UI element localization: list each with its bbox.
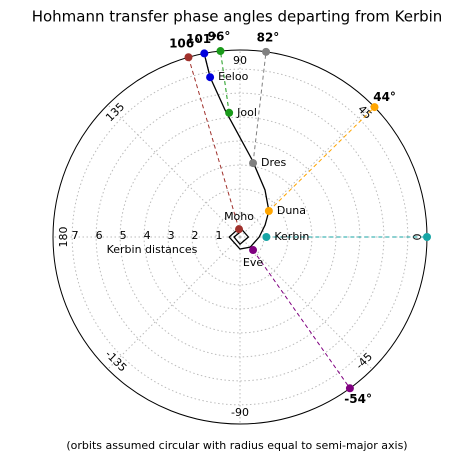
r-tick-label: 5 — [120, 229, 127, 242]
footnote: (orbits assumed circular with radius equ… — [66, 439, 407, 452]
r-grid-circle — [143, 140, 337, 334]
planet-label: Moho — [224, 210, 254, 223]
planet-label: Jool — [236, 106, 257, 119]
phase-label: 106° — [169, 36, 200, 50]
planet-marker — [264, 207, 273, 216]
planet-marker — [235, 225, 244, 234]
phase-line — [187, 57, 240, 230]
planet-label: Kerbin — [274, 230, 309, 243]
theta-grid-line — [107, 236, 241, 370]
phase-label: 44° — [373, 90, 396, 104]
theta-tick-label: -90 — [231, 406, 249, 419]
r-tick-label: 3 — [168, 229, 175, 242]
phase-marker — [370, 103, 379, 112]
transfer-curve — [204, 57, 270, 250]
planet-label: Eve — [243, 256, 263, 269]
theta-grid-line — [239, 104, 373, 238]
planet-marker — [262, 233, 271, 241]
phase-marker — [262, 47, 271, 56]
r-tick-label: 4 — [144, 229, 151, 242]
theta-tick-label: -135 — [102, 348, 129, 375]
phase-marker — [184, 53, 193, 62]
phase-label: -54° — [344, 392, 372, 406]
r-axis-label: Kerbin distances — [107, 243, 198, 256]
theta-grid-line — [239, 236, 373, 370]
phase-line — [252, 51, 267, 164]
r-tick-label: 1 — [216, 229, 223, 242]
phase-line — [252, 249, 351, 389]
phase-label: 101° — [186, 32, 217, 46]
phase-marker — [345, 384, 354, 393]
planet-label: Eeloo — [218, 70, 249, 83]
phase-marker — [423, 233, 431, 241]
planet-label: Duna — [277, 204, 306, 217]
phase-line — [268, 106, 375, 212]
planet-label: Dres — [261, 156, 287, 169]
phase-line — [219, 50, 230, 113]
phase-label: 96° — [208, 30, 231, 44]
r-tick-label: 7 — [72, 229, 79, 242]
r-grid-circle — [95, 92, 385, 382]
chart-title: Hohmann transfer phase angles departing … — [32, 8, 443, 26]
theta-tick-label: 180 — [57, 227, 70, 248]
theta-tick-label: 90 — [233, 54, 247, 67]
phase-marker — [216, 47, 225, 56]
planet-marker — [249, 246, 258, 255]
planet-marker — [249, 159, 258, 168]
theta-grid-line — [107, 104, 241, 238]
r-tick-label: 6 — [96, 229, 103, 242]
planet-marker — [206, 73, 215, 82]
r-tick-label: 2 — [192, 229, 199, 242]
phase-marker — [200, 49, 209, 58]
planet-marker — [225, 108, 234, 117]
phase-label: 82° — [257, 30, 280, 44]
